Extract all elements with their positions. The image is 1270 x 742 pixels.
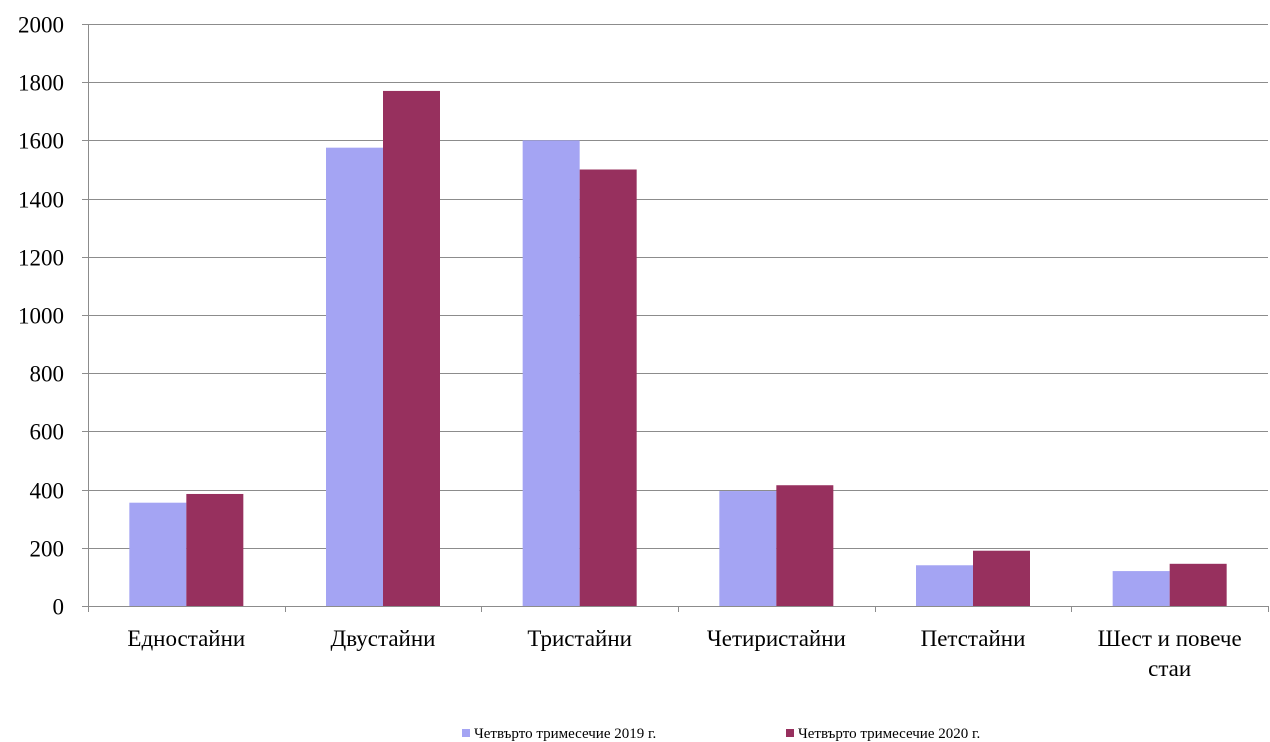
bar-2-5 — [973, 550, 1030, 606]
bar-1-5 — [916, 565, 973, 606]
y-tick-label: 800 — [30, 362, 65, 387]
bars — [129, 90, 1227, 607]
category-labels: Едностайни Двустайни Тристайни Четиристайни… — [127, 626, 1241, 681]
y-tick-label: 1600 — [18, 129, 64, 154]
category-label: стаи — [1148, 656, 1191, 681]
y-tick-label: 1800 — [18, 71, 64, 96]
bar-2-4 — [776, 485, 834, 606]
bar-2-6 — [1169, 563, 1227, 606]
bar-2-2 — [383, 90, 440, 607]
y-tick-label: 0 — [53, 595, 65, 620]
y-tick-label: 200 — [30, 537, 65, 562]
bar-1-1 — [129, 502, 187, 606]
legend-item: Четвърто тримесечие 2020 г. — [786, 726, 980, 742]
legend-swatch — [462, 729, 470, 737]
y-tick-labels: 0 200 400 600 800 1000 1200 1400 1600 1800 2000 — [18, 13, 88, 620]
category-label: Тристайни — [527, 626, 632, 651]
legend-swatch — [786, 729, 794, 737]
bar-1-2 — [326, 147, 383, 607]
y-tick-label: 1200 — [18, 246, 64, 271]
y-tick-label: 1000 — [18, 304, 64, 329]
bar-2-1 — [186, 493, 244, 606]
y-tick-label: 400 — [30, 479, 65, 504]
legend-item: Четвърто тримесечие 2019 г. — [462, 726, 656, 742]
y-tick-label: 1400 — [18, 188, 64, 213]
legend-label: Четвърто тримесечие 2019 г. — [474, 726, 656, 742]
bar-1-4 — [719, 491, 777, 606]
bar-1-6 — [1112, 571, 1170, 606]
legend: Четвърто тримесечие 2019 г. Четвърто трим… — [462, 726, 980, 742]
bar-1-3 — [522, 140, 580, 606]
legend-label: Четвърто тримесечие 2020 г. — [798, 726, 980, 742]
gridlines — [88, 24, 1268, 549]
axes — [88, 24, 1269, 612]
category-label: Едностайни — [127, 626, 245, 651]
y-tick-label: 2000 — [18, 13, 64, 38]
y-tick-label: 600 — [30, 420, 65, 445]
bar-2-3 — [579, 169, 637, 606]
category-label: Двустайни — [331, 626, 436, 651]
category-label: Шест и повече — [1098, 626, 1242, 651]
category-label: Петстайни — [921, 626, 1026, 651]
category-label: Четиристайни — [707, 626, 846, 651]
